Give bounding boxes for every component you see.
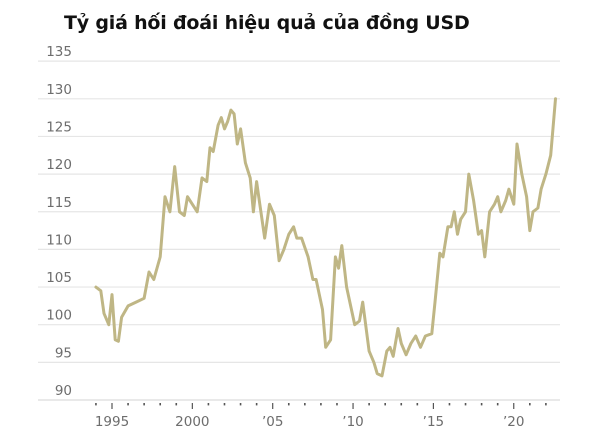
y-tick-label: 130 (46, 82, 72, 98)
x-minor-tick (143, 403, 145, 406)
y-tick-label: 110 (46, 232, 72, 248)
x-axis-tick-labels: 1995 2000 ’05 ’10 ’15 ’20 (95, 414, 525, 430)
x-minor-tick (416, 403, 419, 406)
x-minor-tick (480, 403, 483, 406)
x-minor-tick (464, 403, 467, 406)
x-tick-label: 2000 (175, 414, 209, 430)
x-minor-tick (545, 403, 547, 406)
x-axis (95, 403, 547, 409)
y-tick-label: 100 (46, 308, 72, 324)
x-minor-tick (95, 403, 97, 406)
x-minor-tick (287, 403, 290, 406)
x-minor-tick (448, 403, 451, 406)
x-minor-tick (368, 403, 370, 406)
x-minor-tick (127, 403, 129, 406)
y-gridlines (38, 60, 560, 401)
x-minor-tick (175, 403, 178, 406)
y-axis-tick-labels: 90 95 100 105 110 115 120 125 130 135 (46, 44, 72, 399)
x-minor-tick (223, 403, 226, 406)
y-tick-label: 105 (46, 270, 72, 286)
x-minor-tick (400, 403, 403, 406)
x-minor-tick (384, 403, 386, 406)
x-minor-tick (207, 403, 210, 406)
y-tick-label: 95 (55, 345, 72, 361)
usd-rate-line (94, 97, 557, 378)
x-minor-tick (496, 403, 499, 406)
x-minor-tick (239, 403, 242, 406)
x-minor-tick (159, 403, 162, 406)
y-tick-label: 120 (46, 157, 72, 173)
x-minor-tick (255, 403, 258, 406)
y-tick-label: 135 (46, 44, 72, 60)
x-minor-tick (336, 403, 338, 406)
x-tick-label: ’10 (342, 414, 363, 430)
y-tick-label: 125 (46, 119, 72, 135)
y-tick-label: 115 (46, 195, 72, 211)
x-minor-tick (304, 403, 306, 406)
y-tick-label: 90 (55, 383, 72, 399)
x-minor-tick (320, 403, 322, 406)
x-tick-label: ’15 (423, 414, 444, 430)
x-minor-tick (529, 403, 531, 406)
chart-title: Tỷ giá hối đoái hiệu quả của đồng USD (64, 12, 470, 34)
x-tick-label: ’20 (503, 414, 524, 430)
x-tick-label: 1995 (95, 414, 129, 430)
x-tick-label: ’05 (262, 414, 283, 430)
